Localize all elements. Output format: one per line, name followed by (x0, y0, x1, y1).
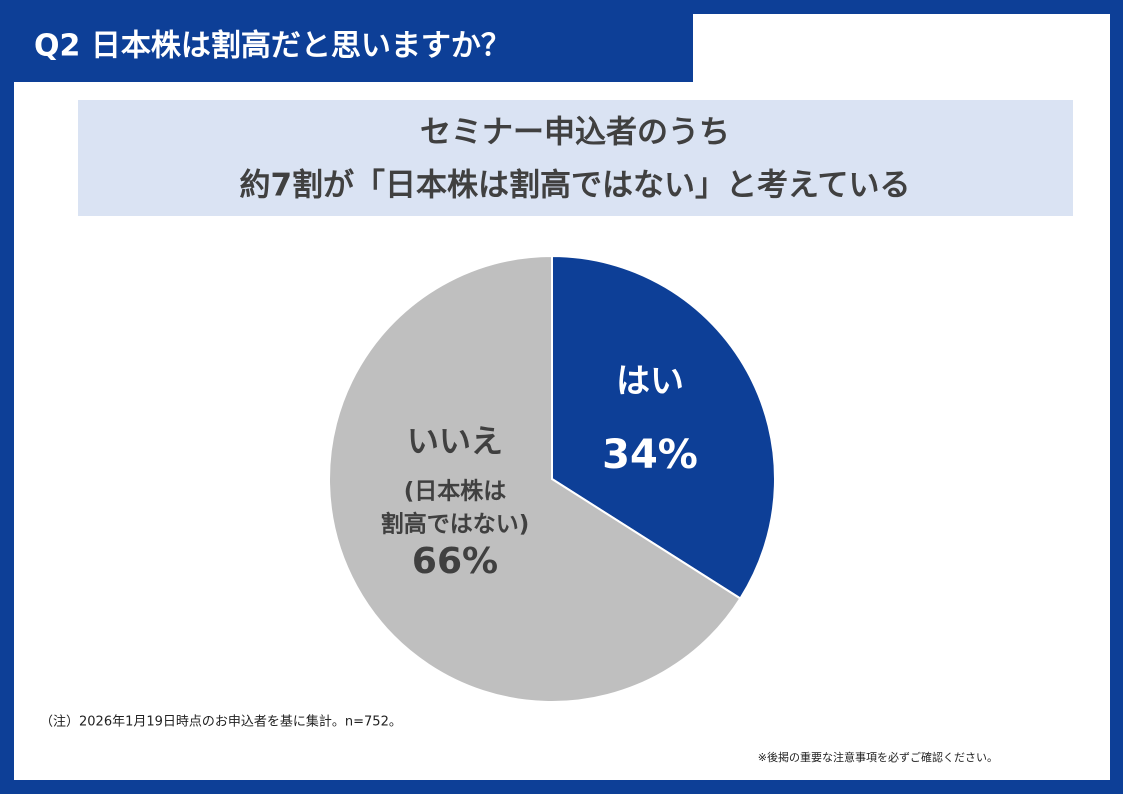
notice: ※後掲の重要な注意事項を必ずご確認ください。 (758, 750, 998, 764)
title-tab (0, 0, 693, 82)
pie-slice (328, 254, 742, 703)
annotation: 割高ではない) (381, 511, 530, 538)
data-label: 34% (602, 432, 698, 478)
subtitle-box (78, 100, 1073, 216)
category-label: はい (616, 362, 684, 402)
annotation: (日本株は (404, 479, 507, 505)
category-label: いいえ (407, 422, 503, 460)
pie-slice (551, 254, 776, 600)
chart-title: Q2 日本株は割高だと思いますか？ (34, 29, 511, 64)
footnote: （注）2026年1月19日時点のお申込者を基に集計。n=752。 (40, 714, 402, 730)
data-label: 66% (412, 541, 498, 582)
subtitle: 約7割が「日本株は割高ではない」と考えている (239, 168, 910, 204)
subtitle: セミナー申込者のうち (420, 115, 730, 151)
